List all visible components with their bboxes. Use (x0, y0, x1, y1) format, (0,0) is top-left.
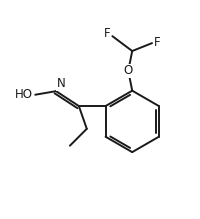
Text: HO: HO (15, 88, 33, 101)
Text: F: F (153, 36, 160, 49)
Text: O: O (123, 64, 132, 77)
Text: F: F (104, 27, 110, 40)
Text: N: N (57, 77, 65, 90)
